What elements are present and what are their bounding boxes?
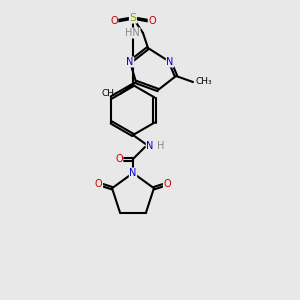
Text: O: O [164,179,171,189]
Text: H: H [157,141,164,151]
Text: CH₃: CH₃ [195,77,211,86]
Text: S: S [129,13,137,23]
Text: O: O [115,154,123,164]
Text: CH₃: CH₃ [101,88,118,98]
Text: N: N [129,168,137,178]
Text: N: N [166,57,174,67]
Text: N: N [146,141,154,151]
Text: O: O [95,179,103,189]
Text: O: O [114,154,122,164]
Text: N: N [126,57,134,67]
Text: O: O [148,16,156,26]
Text: O: O [110,16,118,26]
Text: HN: HN [125,28,140,38]
